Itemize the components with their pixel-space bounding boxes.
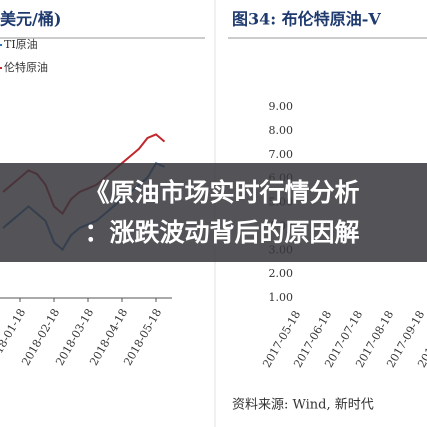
y-tick-label: 2.00 (269, 267, 294, 280)
source-note: 资料来源: Wind, 新时代 (232, 397, 374, 413)
banner-line: 《原油市场实时行情分析 (84, 178, 359, 207)
banner-line: ：涨跌波动背后的原因解 (84, 218, 359, 247)
banner-bg (0, 163, 427, 262)
left-title: 美元/桶) (0, 10, 61, 29)
legend-label: 伦特原油 (4, 60, 48, 74)
right-title: 图34: 布伦特原油-V (232, 10, 381, 29)
y-tick-label: 8.00 (269, 124, 294, 137)
y-tick-label: 1.00 (269, 291, 294, 304)
y-tick-label: 9.00 (269, 100, 294, 113)
y-tick-label: 7.00 (269, 148, 294, 161)
legend-label: TI原油 (4, 37, 38, 51)
